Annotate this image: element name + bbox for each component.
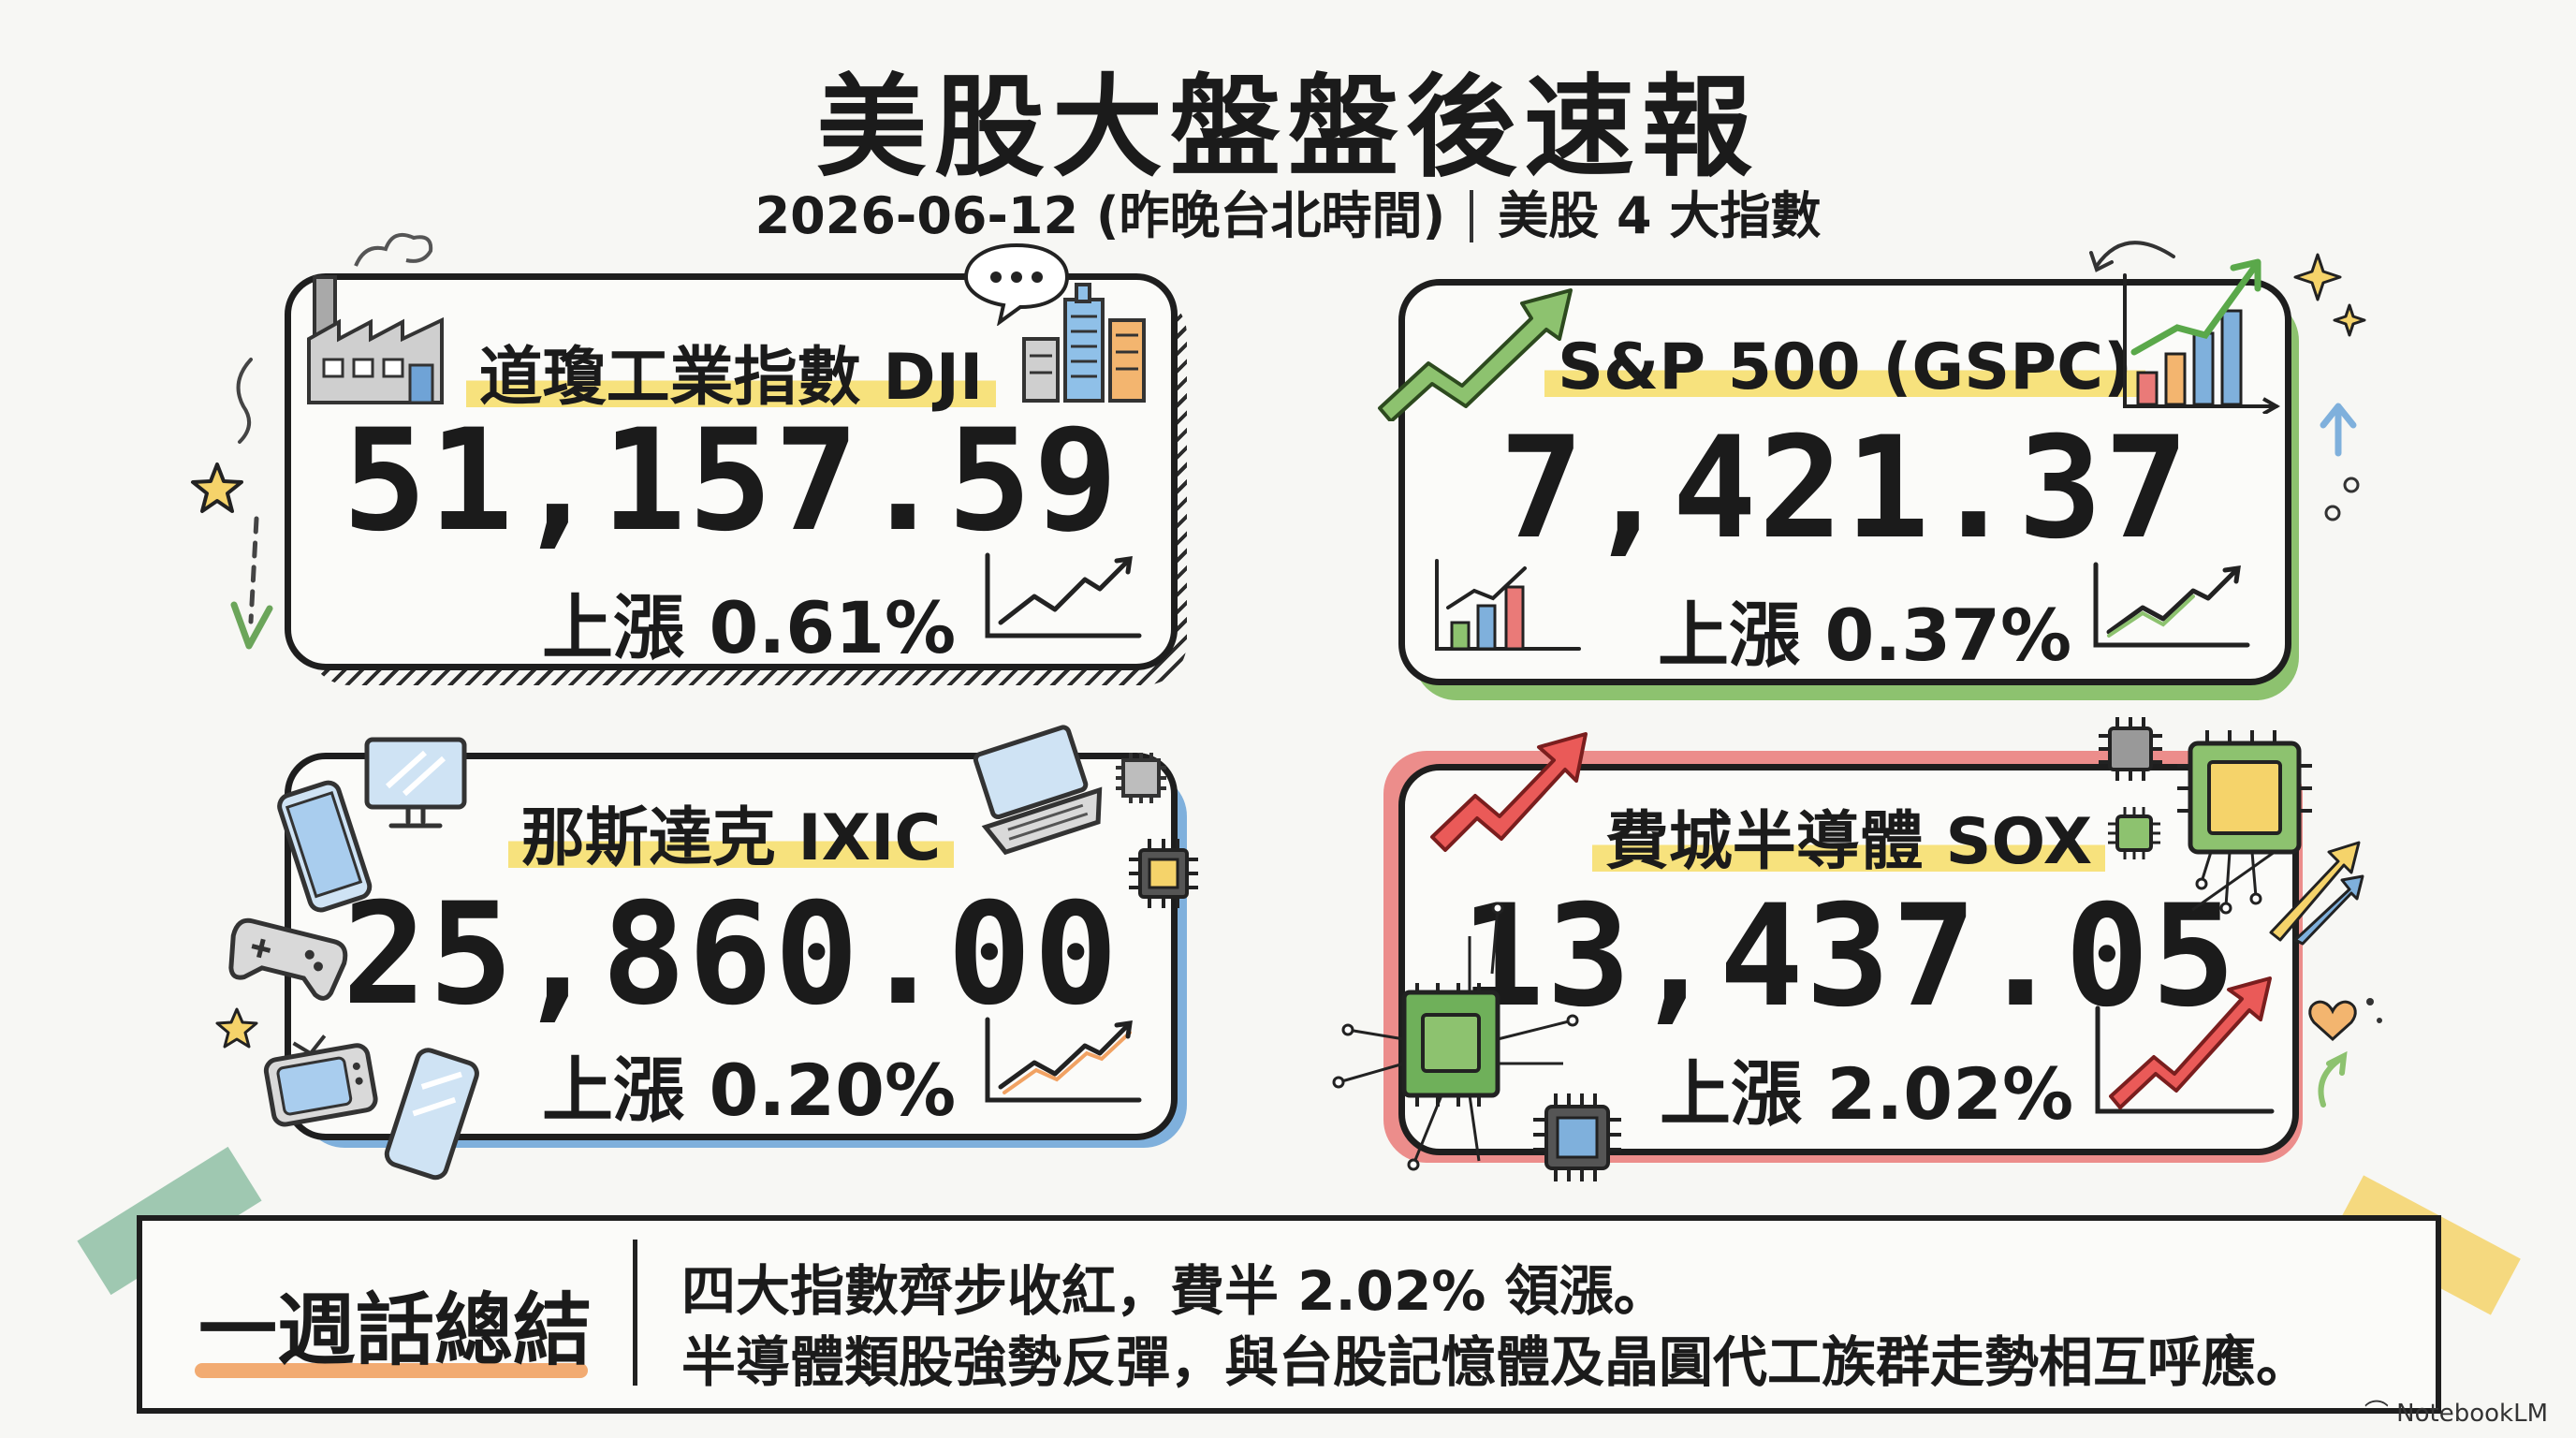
summary-line-2: 半導體類股強勢反彈，與台股記憶體及晶圓代工族群走勢相互呼應。 — [681, 1330, 2311, 1394]
double-up-arrows-icon — [2269, 841, 2364, 946]
ixic-card-change: 上漲 0.20% — [542, 1049, 957, 1132]
chip-icon-top — [2099, 717, 2162, 781]
subtitle-separator — [1470, 190, 1474, 242]
notebooklm-logo-icon: ⌒ — [2364, 1400, 2397, 1428]
sox-card: 費城半導體 SOX 13,437.05 上漲 2.02% — [1398, 764, 2299, 1155]
sp500-bar-chart-icon — [1435, 559, 1581, 651]
monitor-icon — [364, 737, 467, 829]
sp500-trend-icon — [2093, 562, 2250, 648]
star-small-icon — [215, 1007, 258, 1049]
dji-trend-icon — [985, 552, 1142, 638]
tablet-icon — [384, 1048, 479, 1181]
chip-icon-blue — [1533, 1093, 1621, 1181]
blue-up-arrow-icon — [2320, 403, 2360, 521]
ixic-trend-icon — [985, 1017, 1142, 1103]
chip-icon-large — [2177, 730, 2312, 915]
summary-divider — [633, 1240, 637, 1386]
dashed-arrow-down-icon — [230, 358, 273, 650]
ixic-card-name: 那斯達克 IXIC — [291, 785, 1171, 878]
yellow-chip-icon — [1129, 839, 1198, 908]
chip-icon-green-small — [2108, 807, 2160, 859]
watermark-text: NotebookLM — [2396, 1400, 2548, 1428]
subtitle-topic: 美股 4 大指數 — [1498, 186, 1822, 245]
summary-label: 一週話總結 — [198, 1284, 593, 1376]
green-up-arrow-icon — [1378, 288, 1573, 421]
sparkle-icon — [2293, 253, 2366, 337]
factory-icon — [307, 233, 444, 404]
sp500-card-name: S&P 500 (GSPC) — [1405, 330, 2285, 404]
laptop-icon — [973, 725, 1103, 856]
sp500-card-change: 上漲 0.37% — [1658, 594, 2072, 677]
summary-box: 一週話總結 四大指數齊步收紅，費半 2.02% 領漲。 半導體類股強勢反彈，與台… — [137, 1215, 2441, 1414]
red-up-arrow-icon — [1430, 732, 1588, 852]
city-buildings-icon — [1022, 283, 1146, 403]
chip-icon-green-large — [1332, 902, 1579, 1171]
dji-card-value: 51,157.59 — [342, 400, 1120, 563]
page-subtitle: 2026-06-12 (昨晚台北時間) 美股 4 大指數 — [0, 174, 2576, 248]
page-title: 美股大盤盤後速報 — [815, 63, 1760, 192]
phone-icon — [277, 780, 373, 913]
dji-card-change: 上漲 0.61% — [542, 586, 957, 669]
sp500-growth-chart-icon — [2123, 258, 2280, 414]
sox-card-name: 費城半導體 SOX — [1405, 789, 2292, 882]
sp500-card-value: 7,421.37 — [1499, 407, 2191, 570]
notebooklm-watermark: ⌒ NotebookLM — [2364, 1394, 2548, 1429]
summary-line-1: 四大指數齊步收紅，費半 2.02% 領漲。 — [681, 1259, 1668, 1323]
sox-card-change: 上漲 2.02% — [1660, 1052, 2074, 1136]
small-chip-icon — [1116, 753, 1166, 803]
heart-doodle-icon — [2308, 998, 2382, 1108]
ixic-card-value: 25,860.00 — [342, 873, 1120, 1036]
dji-card-name: 道瓊工業指數 DJI — [291, 325, 1171, 418]
sox-card-value: 13,437.05 — [1459, 875, 2238, 1038]
star-icon — [191, 462, 243, 513]
speech-bubble-icon — [963, 242, 1070, 326]
game-controller-icon — [228, 917, 348, 1001]
curved-arrow-icon — [2089, 241, 2175, 272]
sox-trend-icon — [2095, 976, 2275, 1114]
summary-label-underline — [195, 1363, 588, 1378]
subtitle-date: 2026-06-12 (昨晚台北時間) — [754, 186, 1446, 245]
tv-icon — [263, 1034, 378, 1127]
sp500-card: S&P 500 (GSPC) 7,421.37 上漲 0.37% — [1398, 279, 2291, 685]
